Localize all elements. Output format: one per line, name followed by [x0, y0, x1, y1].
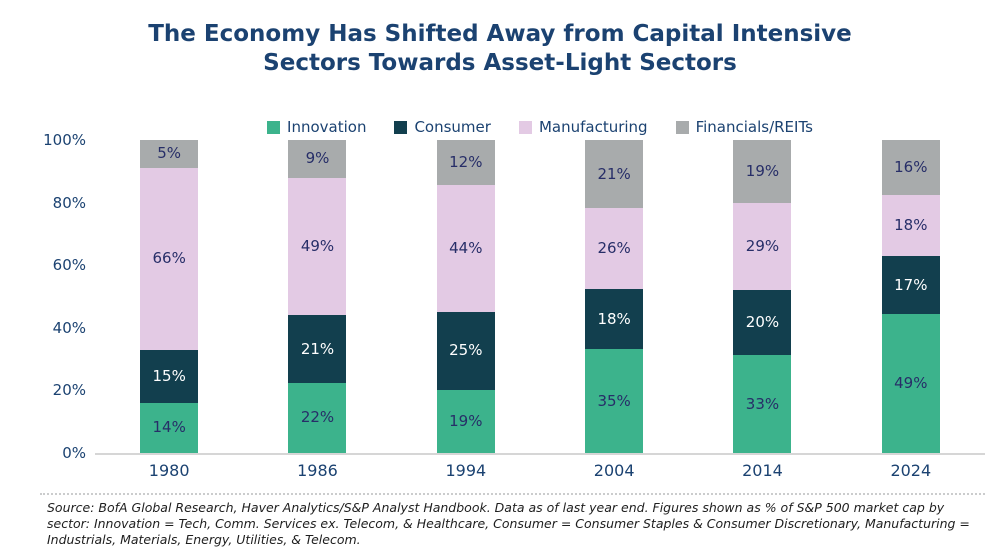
bar-segment-innovation-1986: 22% [288, 382, 347, 453]
bar-segment-consumer-2004: 18% [585, 288, 644, 350]
x-label-2014: 2014 [742, 461, 783, 480]
bar-segment-manufacturing-2004: 26% [585, 208, 644, 289]
chart-legend: Innovation Consumer Manufacturing Financial… [95, 118, 985, 136]
category-slot-2014: 33% 20% 29% 19% [688, 140, 836, 453]
bar-segment-financials-reits-2014: 19% [733, 140, 792, 203]
bar-segment-financials-reits-1986: 9% [288, 139, 347, 178]
legend-label: Consumer [414, 118, 491, 136]
data-label: 14% [152, 418, 186, 437]
data-label: 12% [449, 153, 483, 172]
data-label: 44% [449, 239, 483, 258]
legend-swatch-innovation [267, 120, 281, 134]
bar-segment-manufacturing-2024: 18% [881, 195, 940, 257]
stacked-bar-2004: 35% 18% 26% 21% [585, 140, 644, 453]
x-label-2024: 2024 [890, 461, 932, 480]
bar-segment-manufacturing-1994: 44% [436, 185, 495, 312]
stacked-bar-1994: 19% 25% 44% 12% [436, 140, 495, 453]
category-slot-1994: 19% 25% 44% 12% [392, 140, 540, 453]
category-slot-2024: 49% 17% 18% 16% [837, 139, 985, 453]
stacked-bar-2014: 33% 20% 29% 19% [733, 140, 792, 453]
data-label: 25% [449, 341, 483, 360]
x-label-1994: 1994 [445, 461, 487, 480]
y-tick-60: 60% [52, 256, 86, 275]
bar-segment-financials-reits-2024: 16% [881, 139, 940, 196]
chart-title-line1: The Economy Has Shifted Away from Capita… [148, 21, 852, 47]
data-label: 15% [152, 366, 186, 385]
data-label: 21% [597, 164, 631, 183]
bar-segment-consumer-1994: 25% [436, 311, 495, 390]
bar-segment-consumer-1986: 21% [288, 315, 347, 383]
chart-title: The Economy Has Shifted Away from Capita… [0, 20, 1000, 78]
data-label: 18% [597, 309, 631, 328]
bar-segment-manufacturing-2014: 29% [733, 202, 792, 291]
category-slot-1986: 22% 21% 49% 9% [243, 139, 391, 453]
y-axis-labels: 0% 20% 40% 60% 80% 100% [0, 131, 86, 462]
data-label: 20% [745, 313, 780, 332]
data-label: 49% [300, 236, 335, 255]
bar-segment-innovation-1980: 14% [140, 402, 199, 453]
legend-label: Manufacturing [538, 118, 648, 136]
footer-divider-line [40, 493, 985, 495]
data-label: 9% [305, 149, 330, 168]
x-label-2004: 2004 [593, 461, 635, 480]
legend-label: Financials/REITs [695, 118, 813, 136]
legend-item-manufacturing: Manufacturing [518, 118, 648, 136]
bar-segment-innovation-1994: 19% [436, 389, 495, 453]
bar-segment-consumer-1980: 15% [140, 349, 199, 403]
bar-segment-innovation-2024: 49% [881, 314, 940, 453]
bar-segment-consumer-2024: 17% [881, 256, 940, 315]
bar-segment-consumer-2014: 20% [733, 290, 792, 356]
data-label: 29% [745, 236, 780, 255]
data-label: 19% [745, 161, 780, 180]
legend-label: Innovation [287, 118, 367, 136]
category-slot-2004: 35% 18% 26% 21% [540, 140, 688, 453]
bar-segment-financials-reits-2004: 21% [585, 140, 644, 209]
data-label: 26% [597, 239, 631, 258]
bar-segment-manufacturing-1980: 66% [140, 167, 199, 350]
data-label: 49% [894, 374, 928, 393]
data-label: 22% [300, 408, 335, 427]
legend-swatch-financials-reits [675, 120, 689, 134]
data-label: 5% [157, 144, 182, 163]
data-label: 33% [745, 394, 780, 413]
x-label-1980: 1980 [148, 461, 190, 480]
legend-item-consumer: Consumer [394, 118, 491, 136]
data-label: 18% [894, 216, 928, 235]
y-tick-20: 20% [52, 381, 86, 400]
x-label-1986: 1986 [297, 461, 338, 480]
plot-area: 14% 15% 66% 5% 22% 21% 49% 9% 19% 25% 44% 12% 35% 18%… [95, 139, 985, 455]
y-tick-100: 100% [43, 131, 86, 149]
category-slot-1980: 14% 15% 66% 5% [95, 139, 243, 453]
data-label: 16% [894, 158, 928, 177]
bar-segment-innovation-2004: 35% [585, 349, 644, 453]
y-tick-80: 80% [52, 193, 86, 212]
source-note: Source: BofA Global Research, Haver Anal… [47, 500, 970, 547]
data-label: 35% [597, 391, 631, 410]
data-label: 17% [894, 275, 928, 294]
stacked-bar-2024: 49% 17% 18% 16% [881, 139, 940, 453]
bar-segment-manufacturing-1986: 49% [288, 177, 347, 316]
y-tick-0: 0% [62, 444, 86, 462]
stacked-bar-1986: 22% 21% 49% 9% [288, 139, 347, 453]
x-axis-labels: 1980 1986 1994 2004 2014 2024 [95, 461, 985, 480]
legend-swatch-manufacturing [518, 120, 532, 134]
legend-item-innovation: Innovation [267, 118, 366, 136]
y-tick-40: 40% [52, 318, 86, 337]
legend-swatch-consumer [394, 120, 408, 134]
bar-segment-financials-reits-1994: 12% [436, 140, 495, 186]
chart-title-line2: Sectors Towards Asset-Light Sectors [263, 50, 737, 76]
data-label: 19% [449, 411, 483, 430]
bar-segment-innovation-2014: 33% [733, 355, 792, 453]
bar-segment-financials-reits-1980: 5% [140, 139, 199, 168]
data-label: 66% [152, 249, 186, 268]
legend-item-financials-reits: Financials/REITs [675, 118, 813, 136]
stacked-bar-1980: 14% 15% 66% 5% [140, 139, 199, 453]
data-label: 21% [300, 339, 335, 358]
